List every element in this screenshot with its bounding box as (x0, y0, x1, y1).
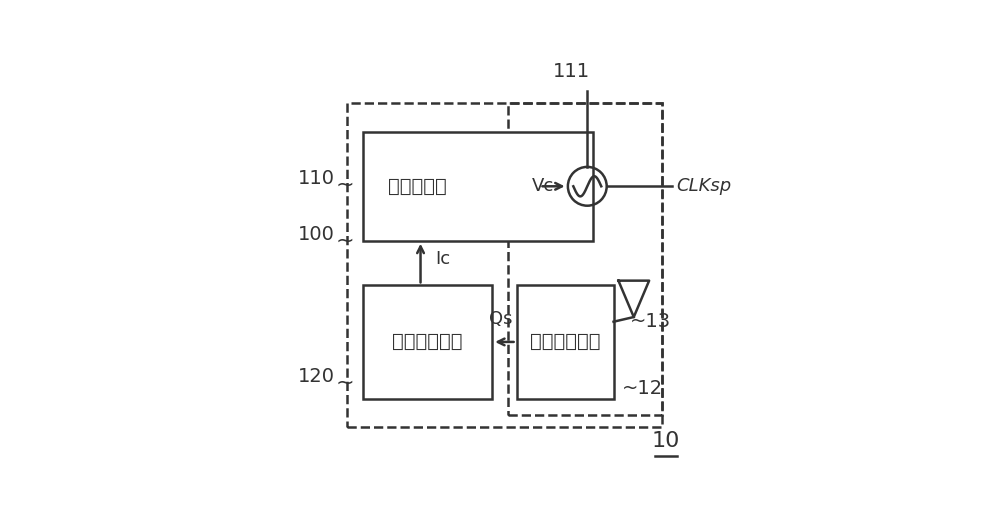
Bar (363, 132, 593, 241)
Bar (508, 103, 662, 415)
Bar (517, 286, 614, 398)
Text: ~: ~ (335, 231, 354, 251)
Bar (347, 103, 662, 427)
Text: 120: 120 (298, 367, 335, 386)
Text: ~13: ~13 (630, 312, 671, 331)
Bar (363, 286, 492, 398)
Text: 110: 110 (298, 169, 335, 188)
Text: ~: ~ (335, 372, 354, 392)
Text: 扩频控制电路: 扩频控制电路 (392, 332, 463, 351)
Text: Qs: Qs (489, 310, 512, 328)
Text: Ic: Ic (435, 250, 450, 268)
Text: CLKsp: CLKsp (676, 177, 731, 195)
Text: Vc: Vc (532, 177, 554, 195)
Text: 111: 111 (553, 62, 590, 81)
Text: 锁相环电路: 锁相环电路 (388, 177, 447, 196)
Text: 100: 100 (298, 225, 335, 244)
Text: 10: 10 (652, 431, 680, 451)
Text: ~: ~ (335, 174, 354, 194)
Text: 无线通信模块: 无线通信模块 (530, 332, 600, 351)
Text: ~12: ~12 (622, 379, 663, 398)
